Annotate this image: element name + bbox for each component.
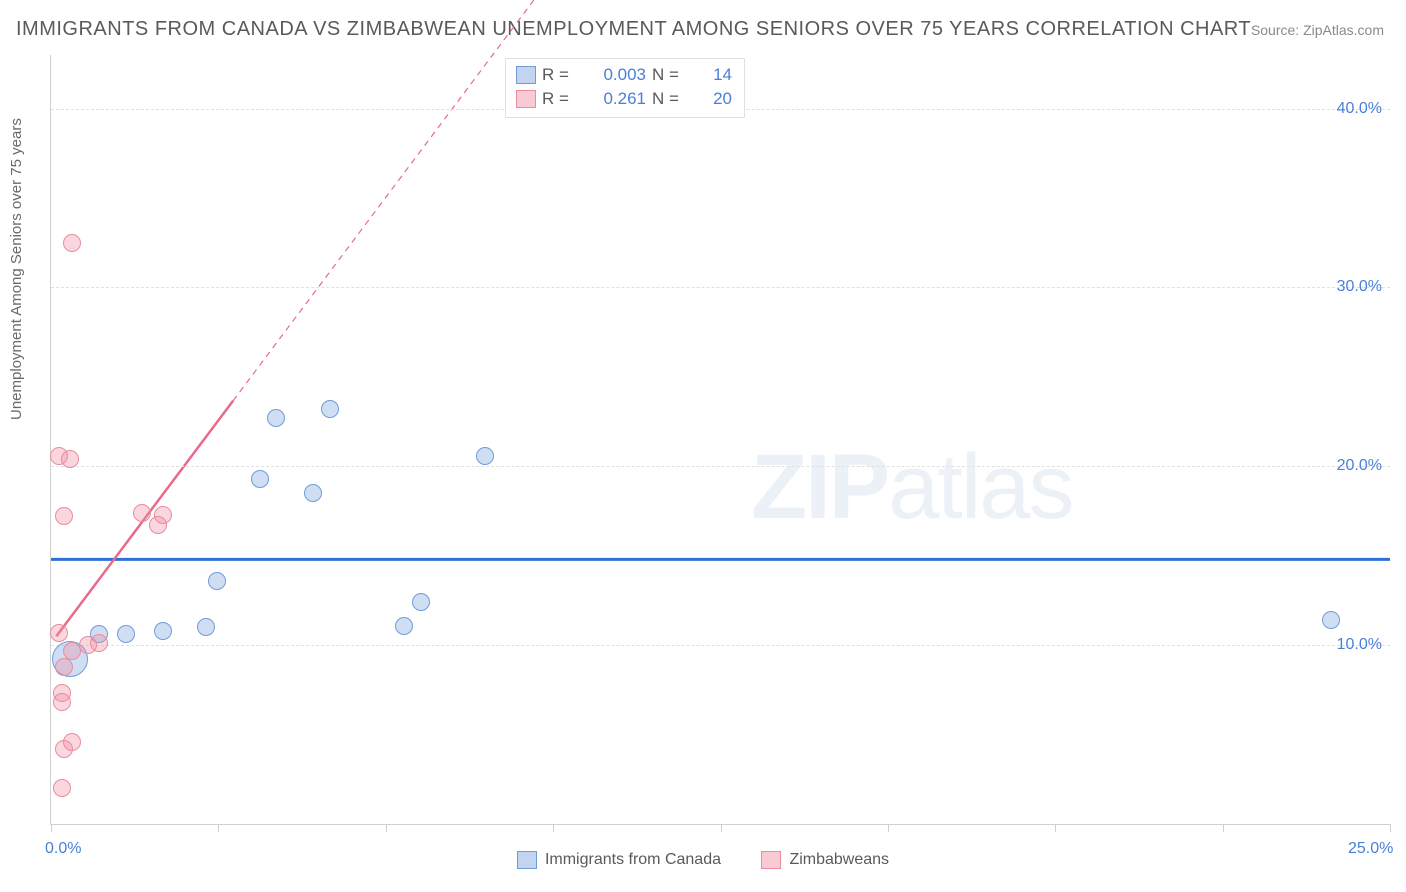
legend-r-label: R = [542, 65, 578, 85]
scatter-point [117, 625, 135, 643]
y-tick-label: 20.0% [1337, 457, 1382, 475]
scatter-point [476, 447, 494, 465]
legend-stats-row: R = 0.003 N = 14 [516, 63, 732, 87]
plot-area: ZIPatlas 10.0%20.0%30.0%40.0%0.0%25.0% [50, 55, 1390, 825]
scatter-point [50, 447, 68, 465]
legend-n-label: N = [652, 65, 686, 85]
scatter-point [53, 684, 71, 702]
legend-swatch-icon [517, 851, 537, 869]
source-attribution: Source: ZipAtlas.com [1251, 22, 1384, 38]
legend-stats-row: R = 0.261 N = 20 [516, 87, 732, 111]
legend-swatch-icon [761, 851, 781, 869]
chart-container: IMMIGRANTS FROM CANADA VS ZIMBABWEAN UNE… [0, 0, 1406, 892]
x-tick [218, 824, 219, 832]
x-tick [51, 824, 52, 832]
legend-swatch-zimbabwe [516, 90, 536, 108]
legend-n-value: 14 [692, 65, 732, 85]
legend-r-value: 0.003 [584, 65, 646, 85]
scatter-point [154, 622, 172, 640]
legend-r-value: 0.261 [584, 89, 646, 109]
scatter-point [395, 617, 413, 635]
scatter-point [1322, 611, 1340, 629]
legend-item: Immigrants from Canada [517, 851, 721, 869]
legend-n-value: 20 [692, 89, 732, 109]
legend-stats: R = 0.003 N = 14 R = 0.261 N = 20 [505, 58, 745, 118]
y-tick-label: 10.0% [1337, 636, 1382, 654]
scatter-point [412, 593, 430, 611]
legend-swatch-canada [516, 66, 536, 84]
scatter-point [63, 733, 81, 751]
scatter-point [133, 504, 151, 522]
gridline [51, 466, 1390, 467]
legend-bottom: Immigrants from Canada Zimbabweans [0, 851, 1406, 874]
scatter-point [55, 507, 73, 525]
x-tick [1390, 824, 1391, 832]
y-tick-label: 40.0% [1337, 100, 1382, 118]
scatter-point [154, 506, 172, 524]
y-axis-label: Unemployment Among Seniors over 75 years [8, 118, 25, 420]
scatter-point [267, 409, 285, 427]
chart-title: IMMIGRANTS FROM CANADA VS ZIMBABWEAN UNE… [16, 18, 1251, 41]
scatter-point [55, 658, 73, 676]
scatter-point [321, 400, 339, 418]
scatter-point [251, 470, 269, 488]
x-tick [721, 824, 722, 832]
scatter-point [197, 618, 215, 636]
scatter-point [50, 624, 68, 642]
scatter-point [53, 779, 71, 797]
gridline [51, 287, 1390, 288]
scatter-point [304, 484, 322, 502]
trend-lines-layer [51, 55, 1390, 824]
legend-label: Immigrants from Canada [545, 851, 721, 869]
x-tick [386, 824, 387, 832]
x-tick [888, 824, 889, 832]
y-tick-label: 30.0% [1337, 278, 1382, 296]
legend-label: Zimbabweans [789, 851, 889, 869]
scatter-point [208, 572, 226, 590]
scatter-point [90, 634, 108, 652]
legend-n-label: N = [652, 89, 686, 109]
x-tick [1055, 824, 1056, 832]
legend-r-label: R = [542, 89, 578, 109]
watermark: ZIPatlas [751, 435, 1072, 540]
gridline [51, 645, 1390, 646]
legend-item: Zimbabweans [761, 851, 889, 869]
x-tick [1223, 824, 1224, 832]
x-tick [553, 824, 554, 832]
scatter-point [63, 234, 81, 252]
